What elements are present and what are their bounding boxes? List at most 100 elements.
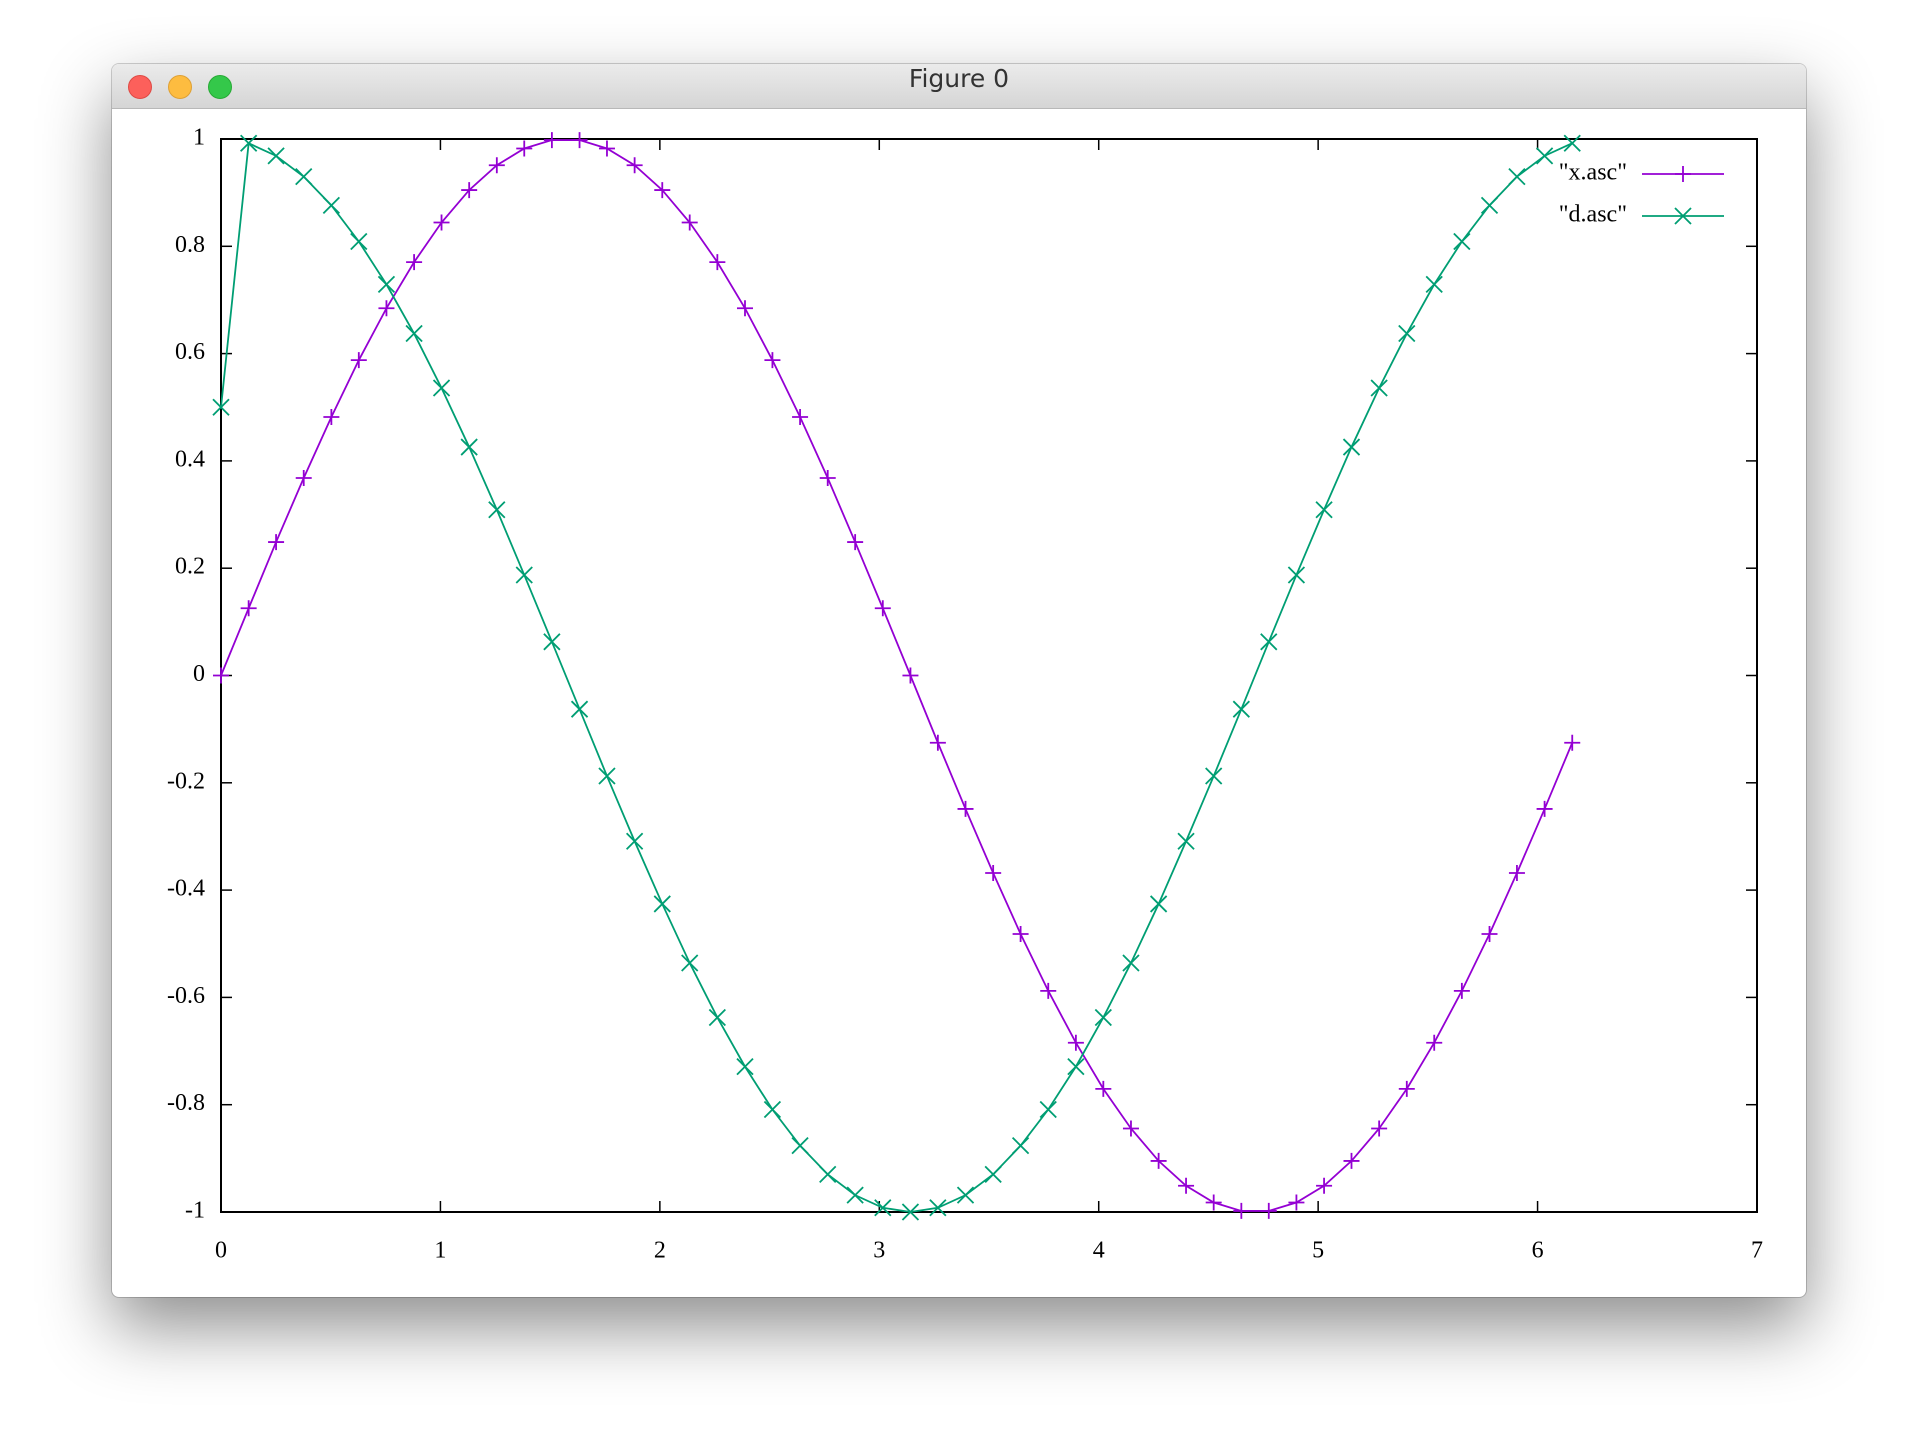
data-point bbox=[1370, 379, 1388, 397]
data-point bbox=[791, 1137, 809, 1155]
data-point bbox=[295, 470, 312, 487]
data-point bbox=[1563, 134, 1581, 152]
data-point bbox=[1315, 501, 1333, 519]
data-point bbox=[736, 1057, 754, 1076]
data-point bbox=[1453, 982, 1470, 999]
x-tick-label: 1 bbox=[434, 1238, 446, 1264]
data-point bbox=[213, 667, 229, 684]
data-point bbox=[1039, 1100, 1057, 1119]
data-point bbox=[626, 157, 643, 174]
data-point bbox=[763, 1100, 782, 1119]
data-point bbox=[1260, 1202, 1277, 1219]
series-line bbox=[220, 141, 1573, 1213]
data-point bbox=[1012, 925, 1029, 942]
x-tick-label: 2 bbox=[654, 1238, 666, 1264]
data-point bbox=[653, 895, 671, 913]
close-button[interactable] bbox=[128, 75, 152, 99]
data-point bbox=[1508, 168, 1526, 186]
data-point bbox=[323, 409, 340, 426]
data-point bbox=[874, 600, 891, 617]
data-point bbox=[598, 140, 615, 157]
data-point bbox=[1535, 147, 1554, 165]
data-point bbox=[488, 157, 505, 174]
data-point bbox=[350, 232, 368, 251]
data-point bbox=[571, 132, 588, 149]
y-tick-label: 1 bbox=[193, 125, 205, 151]
data-point bbox=[874, 1199, 892, 1217]
data-point bbox=[267, 147, 285, 165]
y-tick-label: 0.2 bbox=[175, 554, 205, 580]
y-tick-label: -0.6 bbox=[167, 983, 205, 1009]
legend-marker bbox=[1675, 166, 1691, 182]
data-point bbox=[1205, 767, 1223, 785]
x-tick-label: 6 bbox=[1532, 1238, 1544, 1264]
x-tick-label: 3 bbox=[873, 1238, 885, 1264]
data-point bbox=[819, 470, 836, 487]
data-point bbox=[847, 534, 864, 551]
y-tick-label: 0 bbox=[193, 661, 205, 687]
data-point bbox=[1260, 633, 1278, 651]
y-tick-label: -0.8 bbox=[167, 1090, 205, 1116]
x-tick-label: 0 bbox=[215, 1238, 227, 1264]
data-point bbox=[902, 667, 919, 684]
data-point bbox=[1095, 1080, 1112, 1097]
data-point bbox=[625, 832, 644, 850]
data-point bbox=[598, 767, 616, 785]
data-point bbox=[1011, 1137, 1030, 1155]
data-point bbox=[516, 140, 533, 157]
x-tick-label: 5 bbox=[1312, 1238, 1324, 1264]
zoom-button[interactable] bbox=[208, 75, 232, 99]
data-point bbox=[1122, 954, 1140, 972]
data-point bbox=[1564, 734, 1581, 751]
y-tick-label: 0.4 bbox=[175, 446, 205, 472]
data-point bbox=[956, 1186, 975, 1204]
data-point bbox=[1233, 1202, 1250, 1219]
data-point bbox=[1453, 232, 1471, 251]
data-point bbox=[1067, 1057, 1085, 1076]
data-point bbox=[901, 1203, 920, 1221]
data-point bbox=[570, 700, 589, 718]
data-point bbox=[1481, 925, 1498, 942]
data-point bbox=[985, 864, 1002, 881]
plot-border bbox=[220, 138, 1758, 1213]
data-point bbox=[1205, 1194, 1222, 1211]
data-point bbox=[654, 182, 671, 199]
data-point bbox=[543, 132, 560, 149]
data-point bbox=[461, 182, 478, 199]
data-point bbox=[240, 134, 258, 152]
series-line bbox=[220, 139, 1574, 1212]
data-point bbox=[295, 168, 313, 186]
title-bar: Figure 0 bbox=[112, 64, 1806, 109]
data-point bbox=[819, 1165, 837, 1183]
data-point bbox=[350, 352, 367, 369]
data-point bbox=[1480, 196, 1499, 215]
data-point bbox=[681, 214, 698, 231]
data-point bbox=[984, 1165, 1002, 1183]
window: Figure 0 bbox=[112, 64, 1806, 1297]
data-point bbox=[212, 398, 230, 416]
data-point bbox=[1040, 982, 1057, 999]
data-point bbox=[736, 300, 753, 317]
data-point bbox=[543, 633, 561, 651]
data-point bbox=[1288, 1194, 1305, 1211]
data-point bbox=[515, 566, 533, 584]
data-point bbox=[433, 214, 450, 231]
data-point bbox=[957, 800, 974, 817]
legend-marker bbox=[1674, 207, 1692, 225]
legend-label: "d.asc" bbox=[1559, 202, 1627, 228]
x-tick-label: 4 bbox=[1093, 1238, 1105, 1264]
y-tick-label: 0.8 bbox=[175, 232, 205, 258]
data-point bbox=[929, 1199, 947, 1217]
data-point bbox=[1094, 1008, 1112, 1027]
data-point bbox=[1232, 700, 1250, 718]
data-point bbox=[460, 438, 478, 456]
data-point bbox=[929, 734, 946, 751]
data-point bbox=[1287, 566, 1306, 584]
window-title: Figure 0 bbox=[908, 64, 1010, 93]
data-point bbox=[846, 1186, 864, 1204]
data-point bbox=[378, 300, 395, 317]
data-point bbox=[377, 275, 396, 294]
minimize-button[interactable] bbox=[168, 75, 192, 99]
data-point bbox=[1371, 1120, 1388, 1137]
data-point bbox=[1149, 895, 1168, 913]
